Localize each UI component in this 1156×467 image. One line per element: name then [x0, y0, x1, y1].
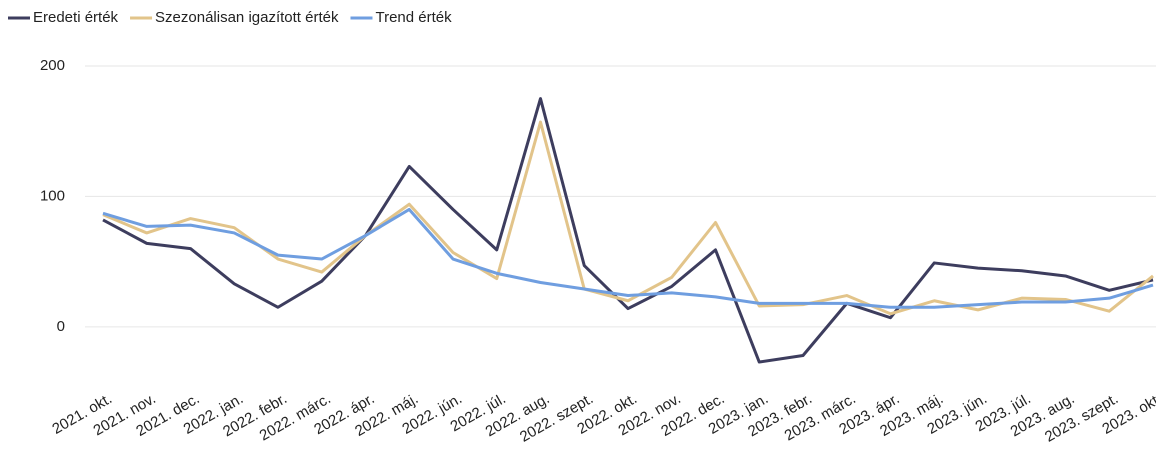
legend-label: Eredeti érték	[33, 9, 119, 26]
y-tick-label: 200	[40, 57, 65, 74]
legend-label: Trend érték	[375, 9, 452, 26]
series-line	[102, 97, 1154, 364]
series-line	[102, 120, 1154, 316]
y-tick-label: 100	[40, 187, 65, 204]
y-tick-label: 0	[57, 318, 65, 335]
legend-label: Szezonálisan igazított érték	[155, 9, 339, 26]
series-line	[102, 207, 1154, 309]
